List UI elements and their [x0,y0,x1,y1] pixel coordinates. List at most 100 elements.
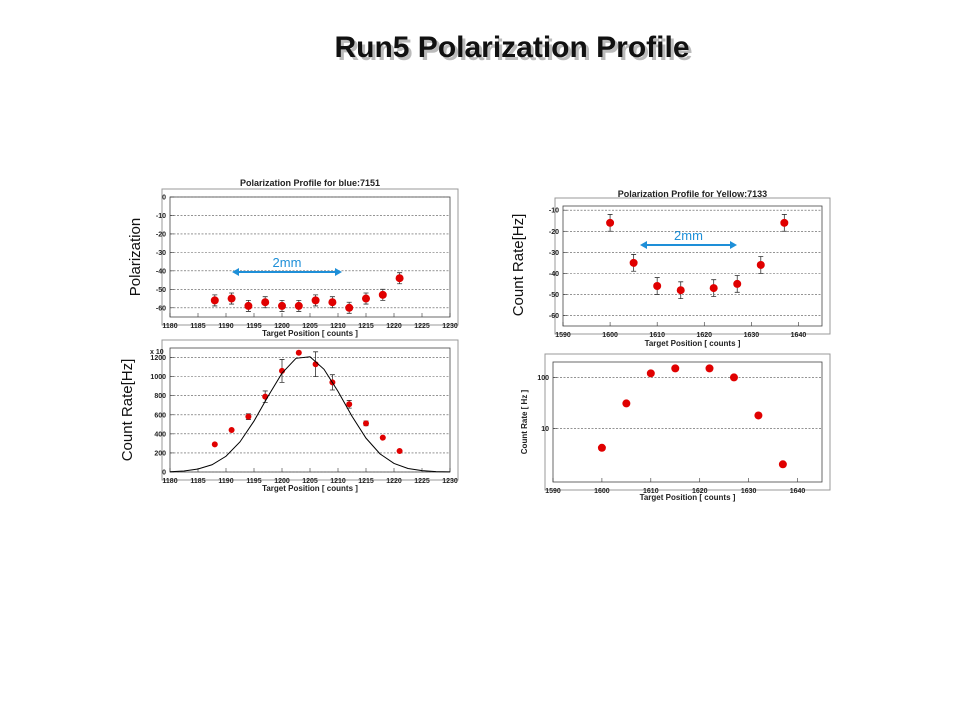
data-point [629,258,638,267]
data-point [705,364,714,373]
x-tick-label: 1185 [190,478,205,485]
x-tick-label: 1610 [643,488,659,495]
x-tick-label: 1220 [386,323,402,330]
data-point [245,413,252,420]
x-tick-label: 1230 [442,323,458,330]
data-point [729,373,738,382]
y-tick-label: 0 [162,470,166,477]
x-tick-label: 1210 [330,478,346,485]
data-point [597,443,606,452]
y-tick-label: 1000 [150,374,166,381]
y-tick-label: -30 [156,250,166,257]
data-point [345,303,354,312]
data-point [606,218,615,227]
data-point [227,294,236,303]
data-point [295,349,302,356]
chart-title: Polarization Profile for Yellow:7133 [618,189,767,199]
y-tick-label: 600 [154,412,166,419]
data-point [733,279,742,288]
x-tick-label: 1190 [218,478,233,485]
plot-frame [552,361,823,483]
x-tick-label: 1215 [358,478,374,485]
x-tick-label: 1180 [162,478,177,485]
y-axis-label: Count Rate[Hz] [119,359,136,462]
x-tick-label: 1215 [358,323,374,330]
data-point [756,260,765,269]
data-point [311,296,320,305]
x-tick-label: 1190 [218,323,233,330]
x-tick-label: 1225 [414,478,430,485]
data-point [646,369,655,378]
y-tick-label: 200 [154,450,166,457]
y-tick-label: -20 [156,231,166,238]
data-point [671,364,680,373]
data-point [396,448,403,455]
x-tick-label: 1200 [274,323,290,330]
y-tick-label: -10 [549,208,559,215]
data-point [363,420,369,427]
x-tick-label: 1590 [555,332,571,339]
data-point [210,296,219,305]
x-tick-label: 1640 [791,332,807,339]
y-tick-label: -20 [549,229,559,236]
plot-area [161,188,459,326]
y-tick-label: 0 [162,195,166,202]
x-tick-label: 1230 [442,478,458,485]
data-point [228,427,235,434]
chart-title: Polarization Profile for blue:7151 [240,178,380,188]
y-tick-label: 10 [541,426,549,433]
x-tick-label: 1180 [162,323,177,330]
y-tick-label: 100 [537,375,549,382]
y-tick-label: -40 [549,271,559,278]
data-point [778,460,787,469]
y-tick-label: -40 [156,268,166,275]
x-tick-label: 1200 [274,478,290,485]
annotation: 2mm [273,255,302,270]
data-point [294,301,303,310]
data-point [346,401,353,408]
x-tick-label: 1640 [790,488,806,495]
plot-area [161,339,459,481]
y-tick-label: -50 [549,292,559,299]
data-point [244,301,253,310]
x-tick-label: 1210 [330,323,346,330]
data-point [780,218,789,227]
x-tick-label: 1600 [602,332,618,339]
x-axis-label: Target Position [ counts ] [262,329,358,338]
x-tick-label: 1630 [744,332,760,339]
y-tick-label: -30 [549,250,559,257]
y-tick-label: 1200 [150,355,166,362]
data-point [279,367,285,374]
data-point [709,284,718,293]
y-axis-label: Count Rate [ Hz ] [520,389,529,454]
slide-title: Run5 Polarization Profile [334,31,689,64]
x-tick-label: 1590 [545,488,561,495]
plot-area [544,353,831,491]
x-tick-label: 1600 [594,488,610,495]
x-tick-label: 1205 [302,323,318,330]
x-axis-label: Target Position [ counts ] [645,339,741,348]
plot-frame [562,205,823,327]
x-tick-label: 1220 [386,478,402,485]
title-shadow: Run5 Polarization Profile [337,34,692,67]
data-point [395,274,404,283]
y-tick-label: -60 [156,305,166,312]
annotation: 2mm [674,228,703,243]
y-tick-label: 800 [154,393,166,400]
y-tick-label: -10 [156,213,166,220]
x-axis-label: Target Position [ counts ] [640,493,736,502]
data-point [328,298,337,307]
x-tick-label: 1195 [246,323,261,330]
x-tick-label: 1620 [696,332,712,339]
y-tick-label: -60 [549,313,559,320]
y-tick-label: 400 [154,431,166,438]
y-tick-label: -50 [156,287,166,294]
data-point [278,301,286,310]
x-tick-label: 1185 [190,323,205,330]
data-point [676,286,685,295]
data-point [211,441,218,448]
y-multiplier: x 10 [150,349,164,356]
data-point [261,298,270,307]
data-point [754,411,763,420]
